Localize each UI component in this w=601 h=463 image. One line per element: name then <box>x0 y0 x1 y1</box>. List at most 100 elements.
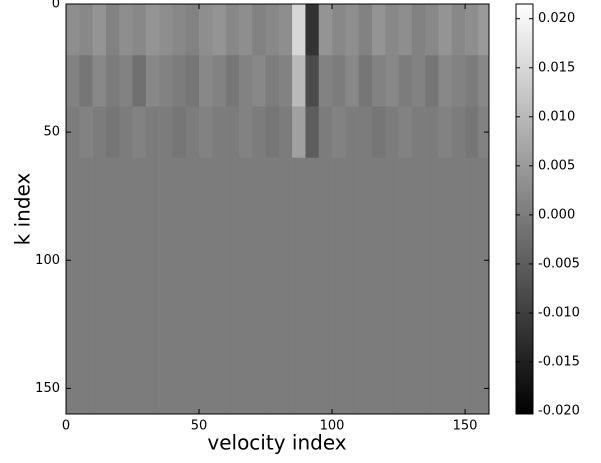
heatmap-cell <box>371 55 386 107</box>
heatmap-cell <box>199 55 213 107</box>
heatmap-cell <box>79 55 93 107</box>
heatmap-cell <box>132 157 147 415</box>
heatmap-cell <box>465 106 479 159</box>
heatmap-cell <box>252 55 266 107</box>
heatmap-cell <box>478 55 490 107</box>
heatmap-cell <box>66 4 80 56</box>
y-tick-label: 150 <box>35 381 60 396</box>
heatmap-cell <box>265 55 280 107</box>
heatmap-cell <box>252 106 266 159</box>
heatmap-cell <box>398 55 413 107</box>
heatmap-cell <box>185 157 200 415</box>
heatmap-cell <box>278 4 293 56</box>
heatmap-cell <box>199 4 213 56</box>
x-axis-label: velocity index <box>207 431 346 455</box>
heatmap-cell <box>411 4 426 56</box>
heatmap-cell <box>411 106 426 159</box>
heatmap-cell <box>199 157 213 415</box>
heatmap-cell <box>212 157 226 415</box>
heatmap-cell <box>438 55 453 107</box>
heatmap-cell <box>438 106 453 159</box>
heatmap-cell <box>79 106 93 159</box>
heatmap-cell <box>159 157 173 415</box>
y-tick-label: 50 <box>43 125 60 140</box>
heatmap-cell <box>119 157 133 415</box>
x-tick-label: 50 <box>191 419 208 434</box>
heatmap-cell <box>385 106 399 159</box>
heatmap-cell <box>398 106 413 159</box>
heatmap-cell <box>385 4 399 56</box>
heatmap-cell <box>305 106 320 159</box>
heatmap-cell <box>371 4 386 56</box>
heatmap-cell <box>172 55 187 107</box>
heatmap-cell <box>105 157 120 415</box>
heatmap-cell <box>292 4 306 56</box>
heatmap-cell <box>66 106 80 159</box>
heatmap-cell <box>478 4 490 56</box>
y-axis-label: k index <box>11 173 35 246</box>
heatmap-cell <box>185 106 200 159</box>
heatmap-cell <box>278 55 293 107</box>
heatmap-cell <box>225 157 240 415</box>
heatmap-cell <box>371 157 386 415</box>
heatmap-cell <box>411 55 426 107</box>
heatmap-cell <box>318 106 333 159</box>
heatmap-cell <box>238 4 253 56</box>
heatmap-cell <box>132 55 147 107</box>
heatmap-cell <box>225 106 240 159</box>
plot-frame <box>65 3 490 415</box>
heatmap-cell <box>478 106 490 159</box>
heatmap-cell <box>92 4 107 56</box>
heatmap-cell <box>425 55 439 107</box>
heatmap-cell <box>438 157 453 415</box>
heatmap-cell <box>425 157 439 415</box>
heatmap-cell <box>105 4 120 56</box>
heatmap-cell <box>345 4 359 56</box>
heatmap-cell <box>252 157 266 415</box>
heatmap-cell <box>145 157 160 415</box>
heatmap-cell <box>225 4 240 56</box>
heatmap-cell <box>66 55 80 107</box>
heatmap-cell <box>292 55 306 107</box>
heatmap-cell <box>425 4 439 56</box>
heatmap-cell <box>172 157 187 415</box>
heatmap-cell <box>265 106 280 159</box>
heatmap-cell <box>105 55 120 107</box>
colorbar-tick-label: -0.020 <box>538 404 580 419</box>
colorbar-tick-label: 0.010 <box>538 109 575 124</box>
colorbar-tick-label: 0.000 <box>538 207 575 222</box>
heatmap-cell <box>159 55 173 107</box>
heatmap-cell <box>358 106 373 159</box>
colorbar-tick-label: 0.015 <box>538 60 575 75</box>
heatmap-cell <box>318 55 333 107</box>
heatmap-cell <box>358 4 373 56</box>
heatmap-cell <box>332 55 346 107</box>
heatmap-cell <box>172 106 187 159</box>
heatmap <box>66 4 490 415</box>
heatmap-cell <box>451 55 466 107</box>
heatmap-cell <box>398 4 413 56</box>
colorbar-tick-label: -0.010 <box>538 305 580 320</box>
heatmap-cell <box>79 4 93 56</box>
heatmap-cell <box>159 106 173 159</box>
heatmap-cell <box>119 55 133 107</box>
heatmap-cell <box>292 106 306 159</box>
heatmap-cell <box>465 157 479 415</box>
heatmap-cell <box>92 55 107 107</box>
heatmap-cell <box>465 55 479 107</box>
heatmap-cell <box>119 106 133 159</box>
heatmap-cell <box>185 4 200 56</box>
heatmap-cell <box>119 4 133 56</box>
heatmap-cell <box>238 157 253 415</box>
heatmap-cell <box>478 157 490 415</box>
heatmap-cell <box>332 106 346 159</box>
heatmap-cell <box>132 4 147 56</box>
heatmap-cell <box>385 55 399 107</box>
heatmap-cell <box>305 4 320 56</box>
heatmap-cell <box>159 4 173 56</box>
heatmap-cell <box>398 157 413 415</box>
heatmap-cell <box>385 157 399 415</box>
heatmap-cell <box>451 157 466 415</box>
heatmap-cell <box>332 4 346 56</box>
